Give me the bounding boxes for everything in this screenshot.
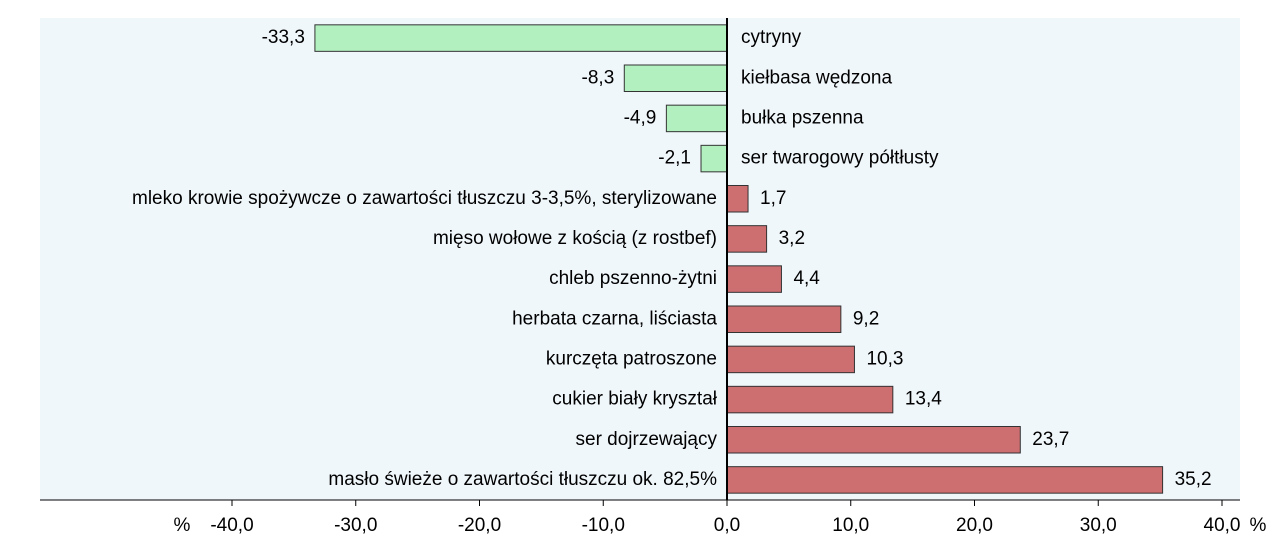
category-label: herbata czarna, liściasta [512, 308, 717, 329]
value-label: -8,3 [582, 67, 615, 88]
x-tick-label: -20,0 [458, 515, 501, 536]
bar [726, 265, 782, 293]
value-label: 10,3 [866, 348, 903, 369]
category-label: chleb pszenno-żytni [549, 268, 717, 289]
value-label: 35,2 [1175, 469, 1212, 490]
x-tick-label: 20,0 [956, 515, 993, 536]
x-axis-label: % [1250, 515, 1267, 536]
category-label: mleko krowie spożywcze o zawartości tłus… [132, 188, 717, 209]
value-label: 13,4 [905, 389, 942, 410]
bar [665, 104, 728, 133]
category-label: cytryny [741, 27, 802, 48]
category-label: kurczęta patroszone [546, 348, 717, 369]
bar [726, 345, 855, 374]
bar [726, 385, 894, 414]
category-label: masło świeże o zawartości tłuszczu ok. 8… [328, 469, 717, 490]
bar [726, 466, 1164, 494]
x-axis-label: % [174, 515, 191, 536]
bar [726, 425, 1021, 454]
category-label: kiełbasa wędzona [741, 67, 892, 88]
value-label: -4,9 [624, 107, 657, 128]
x-tick-label: 30,0 [1080, 515, 1117, 536]
plot-background [40, 18, 1240, 500]
value-label: -33,3 [262, 27, 305, 48]
x-tick-label: 10,0 [832, 515, 869, 536]
x-tick-label: -10,0 [582, 515, 625, 536]
value-label: 9,2 [853, 308, 879, 329]
bar [623, 64, 728, 93]
category-label: ser twarogowy półtłusty [741, 148, 939, 169]
category-label: ser dojrzewający [576, 429, 718, 450]
category-label: cukier biały kryształ [552, 389, 717, 410]
bar [726, 305, 842, 334]
value-label: 4,4 [793, 268, 820, 289]
bar [700, 144, 728, 173]
x-tick-label: 0,0 [714, 515, 740, 536]
bar [726, 184, 749, 213]
value-label: 3,2 [779, 228, 805, 249]
value-label: 1,7 [760, 188, 786, 209]
value-label: 23,7 [1032, 429, 1069, 450]
x-tick-label: 40,0 [1204, 515, 1241, 536]
bar [314, 24, 728, 52]
x-tick-label: -40,0 [210, 515, 253, 536]
category-label: bułka pszenna [741, 107, 864, 128]
category-label: mięso wołowe z kością (z rostbef) [433, 228, 717, 249]
bar [726, 225, 768, 253]
x-tick-label: -30,0 [334, 515, 377, 536]
value-label: -2,1 [658, 148, 691, 169]
